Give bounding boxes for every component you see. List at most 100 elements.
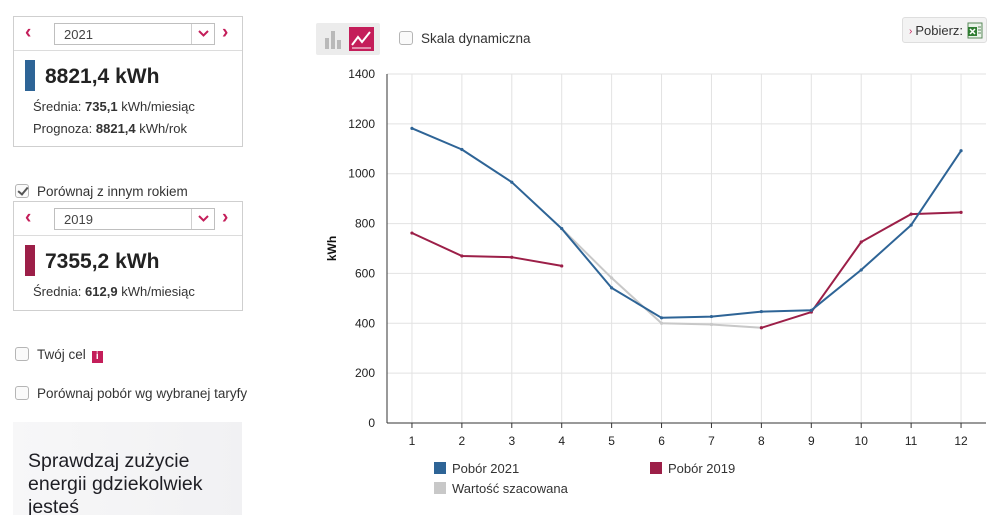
y-tick-label: 400	[355, 316, 375, 330]
data-point[interactable]	[759, 326, 763, 330]
x-tick-label: 3	[508, 434, 515, 448]
compare-avg-unit: kWh/miesiąc	[121, 284, 195, 299]
x-tick-label: 1	[409, 434, 416, 448]
goal-label: Twój cel	[37, 347, 86, 362]
x-tick-label: 6	[658, 434, 665, 448]
dynamic-scale-checkbox[interactable]	[399, 31, 413, 45]
data-point[interactable]	[659, 321, 664, 325]
x-tick-label: 12	[954, 434, 968, 448]
series-lines	[410, 126, 963, 330]
primary-year-select[interactable]: 2021	[54, 23, 215, 45]
grid-lines	[387, 73, 986, 424]
compare-year-card: ‹ 2019 › 7355,2 kWh Średnia: 612,9 kWh/m…	[13, 201, 243, 311]
data-point[interactable]	[759, 309, 763, 314]
info-icon[interactable]: i	[91, 351, 103, 363]
legend-label[interactable]: Pobór 2019	[668, 461, 735, 476]
data-point[interactable]	[909, 223, 913, 227]
legend-swatch	[434, 482, 446, 494]
data-point[interactable]	[610, 276, 614, 280]
x-tick-label: 10	[855, 434, 869, 448]
next-year-chevron-icon[interactable]: ›	[222, 22, 229, 43]
tariff-compare-label: Porównaj pobór wg wybranej taryfy	[37, 386, 248, 401]
data-point[interactable]	[959, 210, 963, 214]
tariff-compare-toggle[interactable]: Porównaj pobór wg wybranej taryfy	[15, 386, 247, 401]
y-tick-label: 1400	[348, 67, 375, 81]
series-line-pobor-2019[interactable]	[411, 232, 562, 267]
data-point[interactable]	[510, 255, 514, 259]
primary-average: Średnia: 735,1 kWh/miesiąc	[33, 99, 195, 114]
chevron-down-icon[interactable]	[191, 209, 214, 229]
y-tick-label: 200	[355, 366, 375, 380]
x-tick-label: 9	[808, 434, 815, 448]
data-point[interactable]	[510, 180, 514, 184]
data-point[interactable]	[909, 212, 913, 216]
y-axis-title: kWh	[325, 236, 339, 261]
goal-checkbox[interactable]	[15, 347, 29, 361]
y-tick-label: 600	[355, 266, 375, 280]
tariff-compare-checkbox[interactable]	[15, 386, 29, 400]
primary-forecast-label: Prognoza:	[33, 121, 93, 136]
series-line-pobor-2021[interactable]	[411, 127, 962, 319]
dynamic-scale-toggle[interactable]: Skala dynamiczna	[399, 31, 531, 46]
data-point[interactable]	[859, 240, 863, 244]
data-point[interactable]	[709, 314, 714, 319]
compare-year-value: 2019	[64, 212, 93, 227]
data-point[interactable]	[560, 226, 564, 231]
chart-legend: Pobór 2021 Pobór 2019 Wartość szacowana	[434, 461, 735, 496]
data-point[interactable]	[460, 254, 464, 258]
series-2021-swatch	[25, 60, 35, 91]
data-point[interactable]	[610, 286, 614, 290]
compare-year-label: Porównaj z innym rokiem	[37, 184, 188, 199]
data-point[interactable]	[859, 268, 863, 272]
x-tick-label: 2	[459, 434, 466, 448]
primary-avg-unit: kWh/miesiąc	[121, 99, 195, 114]
primary-total: 8821,4 kWh	[45, 65, 160, 88]
data-point[interactable]	[410, 231, 414, 235]
download-label: Pobierz:	[915, 23, 964, 38]
x-axis: 1 2 3 4 5 6 7 8 9 10 11 12	[387, 422, 986, 448]
primary-year-nav: ‹ 2021 ›	[14, 17, 242, 51]
primary-year-card: ‹ 2021 › 8821,4 kWh Średnia: 735,1 kWh/m…	[13, 16, 243, 147]
legend-label[interactable]: Wartość szacowana	[452, 481, 569, 496]
data-point[interactable]	[959, 149, 963, 153]
line-chart-icon[interactable]	[349, 27, 374, 51]
primary-forecast-value: 8821,4	[95, 121, 136, 136]
primary-year-value: 2021	[64, 27, 93, 42]
y-tick-label: 1200	[348, 117, 375, 131]
compare-average: Średnia: 612,9 kWh/miesiąc	[33, 284, 195, 299]
data-point[interactable]	[560, 264, 564, 268]
primary-avg-label: Średnia:	[33, 99, 82, 114]
prev-compare-year-chevron-icon[interactable]: ‹	[25, 207, 32, 228]
x-tick-label: 4	[558, 434, 565, 448]
promo-banner[interactable]: Sprawdzaj zużycie energii gdziekolwiek j…	[13, 422, 242, 515]
primary-forecast: Prognoza: 8821,4 kWh/rok	[33, 121, 187, 136]
y-axis: 0 200 400 600 800 1000 1200 1400	[348, 67, 388, 430]
promo-text: Sprawdzaj zużycie energii gdziekolwiek j…	[28, 450, 203, 515]
data-point[interactable]	[460, 147, 464, 152]
legend-label[interactable]: Pobór 2021	[452, 461, 519, 476]
bar-chart-icon[interactable]	[321, 27, 346, 51]
download-button[interactable]: › Pobierz:	[902, 17, 987, 43]
series-2019-swatch	[25, 245, 35, 276]
compare-year-checkbox[interactable]	[15, 184, 29, 198]
chevron-down-icon[interactable]	[191, 24, 214, 44]
prev-year-chevron-icon[interactable]: ‹	[25, 22, 32, 43]
dynamic-scale-label: Skala dynamiczna	[421, 31, 531, 46]
x-tick-label: 7	[708, 434, 715, 448]
compare-year-toggle[interactable]: Porównaj z innym rokiem	[15, 184, 188, 199]
data-point[interactable]	[410, 126, 414, 130]
goal-toggle[interactable]: Twój cel i	[15, 347, 103, 363]
x-tick-label: 11	[905, 434, 918, 448]
primary-avg-value: 735,1	[85, 99, 118, 114]
data-point[interactable]	[659, 316, 664, 320]
legend-swatch	[650, 462, 662, 474]
data-point[interactable]	[809, 308, 813, 312]
primary-forecast-unit: kWh/rok	[139, 121, 187, 136]
excel-icon[interactable]	[967, 22, 983, 39]
next-compare-year-chevron-icon[interactable]: ›	[222, 207, 229, 228]
x-tick-label: 8	[758, 434, 765, 448]
data-point[interactable]	[709, 322, 714, 327]
compare-year-select[interactable]: 2019	[54, 208, 215, 230]
compare-total: 7355,2 kWh	[45, 250, 160, 273]
